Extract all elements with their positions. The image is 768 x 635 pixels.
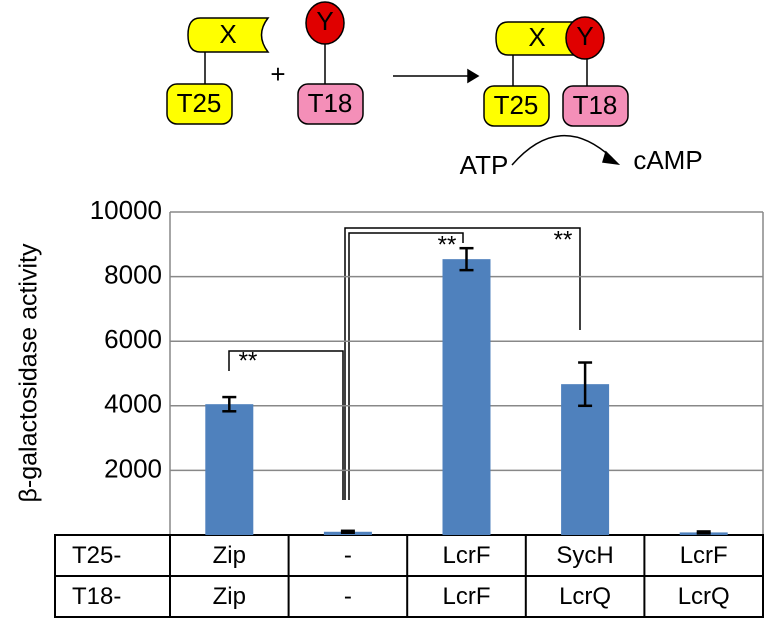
reaction-arrow — [511, 135, 613, 166]
t25-domain — [166, 83, 233, 125]
arrow-head — [467, 68, 480, 84]
y-protein — [565, 16, 605, 60]
significance: ** — [554, 226, 573, 253]
label: + — [270, 59, 285, 89]
y-tick-label: 10000 — [90, 195, 162, 225]
category-label: LcrQ — [678, 583, 730, 610]
label: T18 — [573, 90, 618, 120]
t25-domain — [483, 85, 550, 127]
label: T25 — [494, 90, 539, 120]
bar — [442, 259, 491, 535]
y-tick-label: 2000 — [104, 453, 162, 483]
bar — [205, 404, 254, 535]
significance: ** — [438, 231, 457, 258]
category-label: - — [344, 542, 352, 569]
row-label: T18- — [72, 583, 121, 610]
label: Y — [576, 21, 593, 51]
t18-domain — [562, 85, 629, 127]
row-label: T25- — [72, 542, 121, 569]
category-label: SycH — [556, 542, 613, 569]
t18-domain — [297, 83, 364, 125]
x-protein — [187, 17, 270, 53]
category-label: Zip — [213, 542, 246, 569]
y-axis-label: β-galactosidase activity — [15, 243, 43, 502]
y-tick-label: 4000 — [104, 389, 162, 419]
label: X — [219, 19, 236, 49]
brackets — [228, 227, 581, 500]
category-label: LcrF — [680, 542, 728, 569]
diagram — [166, 1, 629, 166]
label: T25 — [177, 88, 222, 118]
label: Y — [316, 6, 333, 36]
label: ATP — [460, 150, 509, 180]
category-label: - — [344, 583, 352, 610]
arrow-head — [602, 150, 621, 166]
category-label: LcrF — [443, 583, 491, 610]
bracket — [348, 232, 464, 500]
category-label: Zip — [213, 583, 246, 610]
significance: ** — [239, 347, 258, 374]
label: X — [528, 22, 545, 52]
bar — [561, 384, 610, 535]
x-protein — [495, 21, 576, 56]
y-tick-label: 8000 — [104, 259, 162, 289]
category-label: LcrQ — [559, 583, 611, 610]
label: cAMP — [633, 145, 702, 175]
label: T18 — [308, 88, 353, 118]
y-tick-label: 6000 — [104, 324, 162, 354]
bracket — [344, 227, 581, 500]
bracket — [228, 350, 344, 500]
category-label: LcrF — [443, 542, 491, 569]
